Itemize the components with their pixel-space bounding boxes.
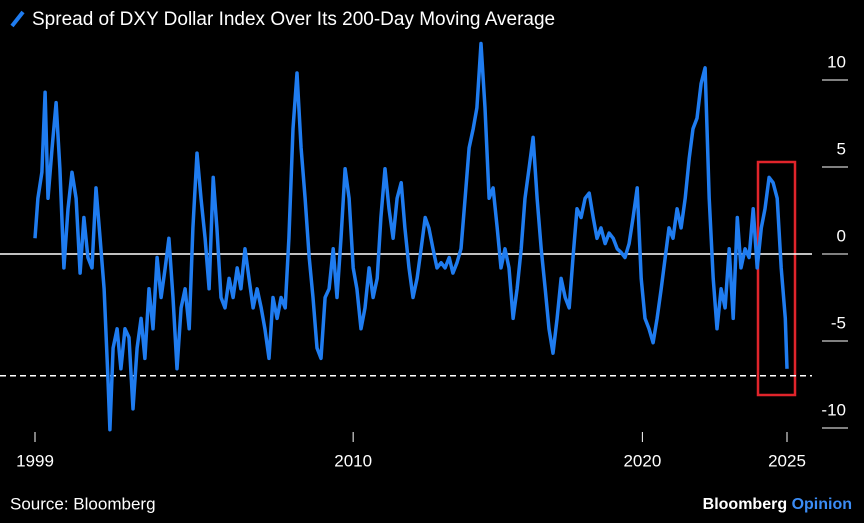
source: Source: Bloomberg [10,494,156,513]
title-swatch [10,10,25,28]
x-tick-label: 1999 [16,451,54,470]
brand: Bloomberg Opinion [703,496,852,513]
y-tick-label: -5 [831,313,846,332]
series-line [33,41,789,432]
x-tick-label: 2025 [768,451,806,470]
brand-suffix: Opinion [792,496,852,513]
y-tick-label: 0 [837,226,846,245]
y-tick-label: 10 [827,52,846,71]
chart-title: Spread of DXY Dollar Index Over Its 200-… [32,9,555,30]
highlight-box [756,160,797,397]
brand-name: Bloomberg [703,496,787,513]
y-tick-label: 5 [837,139,846,158]
x-tick-label: 2020 [623,451,661,470]
y-tick-label: -10 [821,400,846,419]
plot: 10 5 0 -5 -10 1999 2010 2020 2025 [0,41,848,470]
x-tick-label: 2010 [334,451,372,470]
